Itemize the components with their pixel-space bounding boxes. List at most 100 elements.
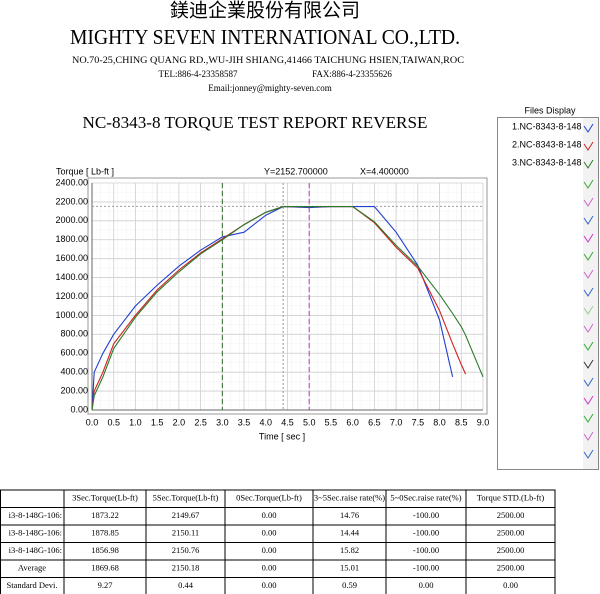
y-tick-label: 1400.00 <box>55 272 88 282</box>
table-cell: 0.00 <box>262 545 277 555</box>
legend-icon <box>583 159 594 169</box>
legend-entry[interactable]: 2.NC-8343-8-148 <box>512 139 582 149</box>
table-cell: Average <box>18 563 46 573</box>
table-cell: -100.00 <box>413 563 439 573</box>
x-tick-label: 8.5 <box>455 417 468 427</box>
table-cell: 0.00 <box>262 510 277 520</box>
table-cell: 2150.11 <box>172 528 199 538</box>
x-tick-label: 1.5 <box>151 417 164 427</box>
table-header: Torque STD.(Lb-ft) <box>477 493 545 503</box>
x-tick-label: 1.0 <box>129 417 142 427</box>
table-cell: i3-8-148G-106: <box>9 510 62 520</box>
company-cn: 鎂迪企業股份有限公司 <box>170 0 360 21</box>
table-cell: 2149.67 <box>172 510 200 520</box>
table-header: 5~0Sec.raise rate(%) <box>390 493 461 503</box>
x-tick-label: 7.5 <box>412 417 425 427</box>
table-cell: -100.00 <box>413 528 439 538</box>
table-cell: -100.00 <box>413 545 439 555</box>
table-cell: 2500.00 <box>497 528 525 538</box>
x-tick-label: 5.5 <box>325 417 338 427</box>
y-axis-label: Torque [ Lb-ft ] <box>56 166 114 176</box>
table-cell: 1869.68 <box>91 563 119 573</box>
result-table: 3Sec.Torque(Lb-ft) 5Sec.Torque(Lb-ft) 0Sec… <box>0 489 556 594</box>
x-tick-label: 6.5 <box>368 417 381 427</box>
files-list[interactable] <box>497 117 599 470</box>
x-tick-label: 3.0 <box>216 417 229 427</box>
table-cell: 15.01 <box>340 563 359 573</box>
y-tick-label: 200.00 <box>60 385 88 395</box>
table-cell: -100.00 <box>413 510 439 520</box>
x-tick-label: 3.5 <box>238 417 251 427</box>
series-line <box>91 206 484 411</box>
table-cell: 0.00 <box>262 563 277 573</box>
table-cell: 2150.18 <box>172 563 200 573</box>
table-header: 3~5Sec.raise rate(%) <box>314 493 385 503</box>
file-icons <box>583 179 594 459</box>
plot: 0.00 200.00 400.00 600.00 800.00 1000.00 1200.… <box>55 177 489 427</box>
table-cell: 15.82 <box>340 545 359 555</box>
email: Email:jonney@mighty-seven.com <box>208 83 332 93</box>
x-tick-label: 9.0 <box>477 417 490 427</box>
table-header: 3Sec.Torque(Lb-ft) <box>72 493 138 503</box>
x-tick-label: 4.5 <box>281 417 294 427</box>
table-cell: 2500.00 <box>497 545 525 555</box>
x-tick-label: 8.0 <box>433 417 446 427</box>
y-tick-label: 400.00 <box>60 367 88 377</box>
x-tick-label: 2.5 <box>194 417 207 427</box>
legend-entry[interactable]: 3.NC-8343-8-148 <box>512 157 582 167</box>
table-cell: 0.44 <box>178 580 194 590</box>
y-tick-label: 600.00 <box>60 348 88 358</box>
table-cell: 1878.85 <box>91 528 119 538</box>
series-line <box>91 206 454 411</box>
fax: FAX:886-4-23355626 <box>312 69 392 79</box>
table-cell: 1873.22 <box>91 510 119 520</box>
table-cell: 14.44 <box>340 528 360 538</box>
y-tick-label: 2400.00 <box>55 177 88 187</box>
y-tick-label: 1600.00 <box>55 253 88 263</box>
table-cell: 1856.98 <box>91 545 119 555</box>
x-tick-label: 5.0 <box>303 417 316 427</box>
x-tick-label: 2.0 <box>173 417 186 427</box>
tel: TEL:886-4-23358587 <box>159 69 238 79</box>
company-en: MIGHTY SEVEN INTERNATIONAL CO.,LTD. <box>70 25 460 49</box>
files-entries: 1.NC-8343-8-148 2.NC-8343-8-148 3.NC-8343-… <box>512 121 594 169</box>
x-tick-label: 4.0 <box>260 417 273 427</box>
x-tick-label: 0.0 <box>86 417 99 427</box>
scrollbar[interactable] <box>583 118 598 469</box>
table-cell: 9.27 <box>98 580 113 590</box>
table-cell: 2500.00 <box>497 563 525 573</box>
address: NO.70-25,CHING QUANG RD.,WU-JIH SHIANG,4… <box>72 55 464 65</box>
table-cell: i3-8-148G-106: <box>9 545 62 555</box>
table-cell: 2150.76 <box>172 545 200 555</box>
y-tick-label: 0.00 <box>70 404 88 414</box>
readout-x: X=4.400000 <box>360 166 409 176</box>
files-display-title: Files Display <box>524 105 576 115</box>
table-cell: 0.00 <box>262 528 277 538</box>
readout-y: Y=2152.700000 <box>264 166 328 176</box>
legend-icon <box>583 141 594 151</box>
y-tick-label: 1000.00 <box>55 310 88 320</box>
y-tick-label: 1800.00 <box>55 234 88 244</box>
y-tick-label: 1200.00 <box>55 291 88 301</box>
legend-icon <box>583 123 594 133</box>
x-tick-label: 6.0 <box>346 417 359 427</box>
y-tick-label: 800.00 <box>60 329 88 339</box>
table-cell: 0.00 <box>419 580 434 590</box>
x-axis-label: Time [ sec ] <box>259 431 305 441</box>
x-tick-label: 0.5 <box>107 417 120 427</box>
legend-entry[interactable]: 1.NC-8343-8-148 <box>512 121 582 131</box>
table-cell: 0.59 <box>342 580 357 590</box>
table-header: 5Sec.Torque(Lb-ft) <box>153 493 219 503</box>
table-cell: 2500.00 <box>497 510 525 520</box>
table-cell: 0.00 <box>262 580 277 590</box>
table-cell: 14.76 <box>340 510 359 520</box>
table-header: 0Sec.Torque(Lb-ft) <box>236 493 302 503</box>
y-tick-label: 2000.00 <box>55 215 88 225</box>
table-cell: 0.00 <box>503 580 518 590</box>
report-title: NC-8343-8 TORQUE TEST REPORT REVERSE <box>83 113 428 132</box>
y-tick-label: 2200.00 <box>55 196 88 206</box>
table-cell: i3-8-148G-106: <box>9 528 62 538</box>
x-tick-label: 7.0 <box>390 417 403 427</box>
table-cell: Standard Devi. <box>7 580 58 590</box>
